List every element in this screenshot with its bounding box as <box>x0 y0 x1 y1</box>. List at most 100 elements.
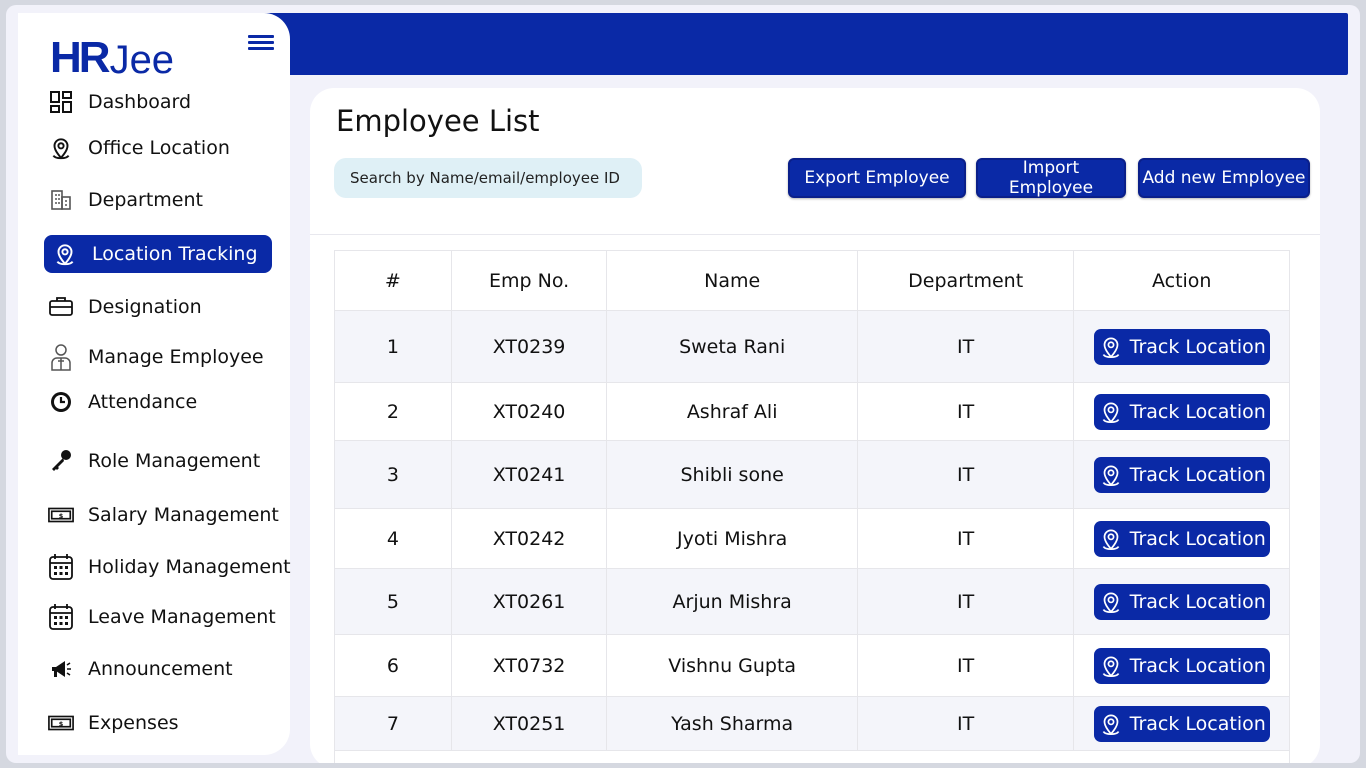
money-icon: $ <box>48 502 74 528</box>
cell-number: 7 <box>335 697 452 750</box>
employee-list-card: Employee List Export Employee Import Emp… <box>310 88 1320 763</box>
sidebar-item-office-location[interactable]: Office Location <box>40 129 230 167</box>
track-location-button[interactable]: Track Location <box>1093 647 1270 684</box>
sidebar-item-location-tracking[interactable]: Location Tracking <box>44 235 272 273</box>
cell-department: IT <box>858 635 1075 696</box>
building-icon <box>48 187 74 213</box>
sidebar-item-attendance[interactable]: Attendance <box>40 383 197 421</box>
cell-name: Yash Sharma <box>607 697 858 750</box>
cell-number: 5 <box>335 569 452 634</box>
track-location-label: Track Location <box>1129 590 1266 613</box>
location-pin-icon <box>1102 713 1119 735</box>
sidebar-item-dashboard[interactable]: Dashboard <box>40 83 191 121</box>
column-header-action: Action <box>1151 269 1212 292</box>
calendar-icon <box>48 604 74 630</box>
cell-number: 2 <box>335 383 452 440</box>
cell-name: Ashraf Ali <box>607 383 858 440</box>
cell-action: Track Location <box>1074 311 1289 382</box>
sidebar-item-salary-management[interactable]: $ Salary Management <box>40 496 279 534</box>
add-new-employee-button[interactable]: Add new Employee <box>1138 158 1310 198</box>
cell-emp-no: XT0732 <box>452 635 608 696</box>
track-location-button[interactable]: Track Location <box>1093 456 1270 493</box>
cell-name: Arjun Mishra <box>607 569 858 634</box>
sidebar: HR Jee Dashboard Office Location Departm… <box>18 13 291 755</box>
track-location-label: Track Location <box>1129 654 1266 677</box>
sidebar-item-label: Role Management <box>88 450 261 472</box>
export-employee-button[interactable]: Export Employee <box>788 158 966 198</box>
track-location-label: Track Location <box>1129 335 1266 358</box>
location-pin-icon <box>48 135 74 161</box>
sidebar-item-label: Office Location <box>88 137 230 159</box>
sidebar-item-holiday-management[interactable]: Holiday Management <box>40 548 291 586</box>
track-location-button[interactable]: Track Location <box>1093 520 1270 557</box>
cell-emp-no: XT0239 <box>452 311 608 382</box>
key-icon <box>48 448 74 474</box>
track-location-button[interactable]: Track Location <box>1093 328 1270 365</box>
cell-name: Vishnu Gupta <box>607 635 858 696</box>
table-row: 2 XT0240 Ashraf Ali IT Track Location <box>335 383 1289 441</box>
divider <box>310 234 1320 235</box>
cell-department: IT <box>858 569 1075 634</box>
column-header-number: # <box>335 251 452 310</box>
search-input[interactable] <box>334 158 642 198</box>
cell-department: IT <box>858 509 1075 568</box>
table-row: 6 XT0732 Vishnu Gupta IT Track Location <box>335 635 1289 697</box>
cell-number: 4 <box>335 509 452 568</box>
cell-action: Track Location <box>1074 635 1289 696</box>
cell-name: Shibli sone <box>607 441 858 508</box>
cell-name: Sweta Rani <box>607 311 858 382</box>
cell-number: 1 <box>335 311 452 382</box>
cell-number: 3 <box>335 441 452 508</box>
sidebar-item-label: Manage Employee <box>88 346 264 368</box>
sidebar-item-label: Dashboard <box>88 91 192 113</box>
logo-text-part2: Jee <box>109 38 175 82</box>
import-employee-button[interactable]: Import Employee <box>976 158 1126 198</box>
logo-text-part1: HR <box>50 33 111 82</box>
location-pin-icon <box>1102 528 1119 550</box>
megaphone-icon <box>48 656 74 682</box>
sidebar-item-label: Expenses <box>88 712 179 734</box>
dashboard-grid-icon <box>48 89 74 115</box>
location-pin-icon <box>1102 401 1119 423</box>
location-pin-icon <box>52 241 78 267</box>
track-location-label: Track Location <box>1129 527 1266 550</box>
cell-emp-no: XT0242 <box>452 509 608 568</box>
sidebar-item-label: Department <box>88 189 203 211</box>
sidebar-item-label: Location Tracking <box>92 243 258 265</box>
hamburger-menu-icon[interactable] <box>248 35 274 53</box>
track-location-label: Track Location <box>1129 463 1266 486</box>
track-location-button[interactable]: Track Location <box>1093 393 1270 430</box>
briefcase-icon <box>48 294 74 320</box>
column-header-emp-no: Emp No. <box>452 251 608 310</box>
page-title: Employee List <box>336 104 540 138</box>
sidebar-item-leave-management[interactable]: Leave Management <box>40 598 276 636</box>
table-row: 1 XT0239 Sweta Rani IT Track Location <box>335 311 1289 383</box>
sidebar-item-manage-employee[interactable]: Manage Employee <box>40 338 264 376</box>
sidebar-item-label: Holiday Management <box>88 556 291 578</box>
location-pin-icon <box>1102 336 1119 358</box>
sidebar-item-role-management[interactable]: Role Management <box>40 442 260 480</box>
sidebar-item-expenses[interactable]: $ Expenses <box>40 704 179 742</box>
money-icon: $ <box>48 710 74 736</box>
location-pin-icon <box>1102 591 1119 613</box>
sidebar-item-label: Announcement <box>88 658 233 680</box>
sidebar-item-label: Leave Management <box>88 606 276 628</box>
column-header-department: Department <box>858 251 1075 310</box>
svg-text:$: $ <box>59 512 64 520</box>
column-header-name: Name <box>607 251 858 310</box>
employee-icon <box>48 344 74 371</box>
brand-logo[interactable]: HR Jee <box>50 23 174 83</box>
table-row: 7 XT0251 Yash Sharma IT Track Location <box>335 697 1289 751</box>
track-location-button[interactable]: Track Location <box>1093 705 1270 742</box>
sidebar-item-announcement[interactable]: Announcement <box>40 650 233 688</box>
location-pin-icon <box>1102 655 1119 677</box>
cell-emp-no: XT0240 <box>452 383 608 440</box>
cell-department: IT <box>858 697 1075 750</box>
sidebar-item-department[interactable]: Department <box>40 181 203 219</box>
cell-action: Track Location <box>1074 441 1289 508</box>
cell-name: Jyoti Mishra <box>607 509 858 568</box>
table-header-row: # Emp No. Name Department Action <box>335 251 1289 311</box>
track-location-button[interactable]: Track Location <box>1093 583 1270 620</box>
sidebar-item-designation[interactable]: Designation <box>40 288 202 326</box>
cell-action: Track Location <box>1074 509 1289 568</box>
